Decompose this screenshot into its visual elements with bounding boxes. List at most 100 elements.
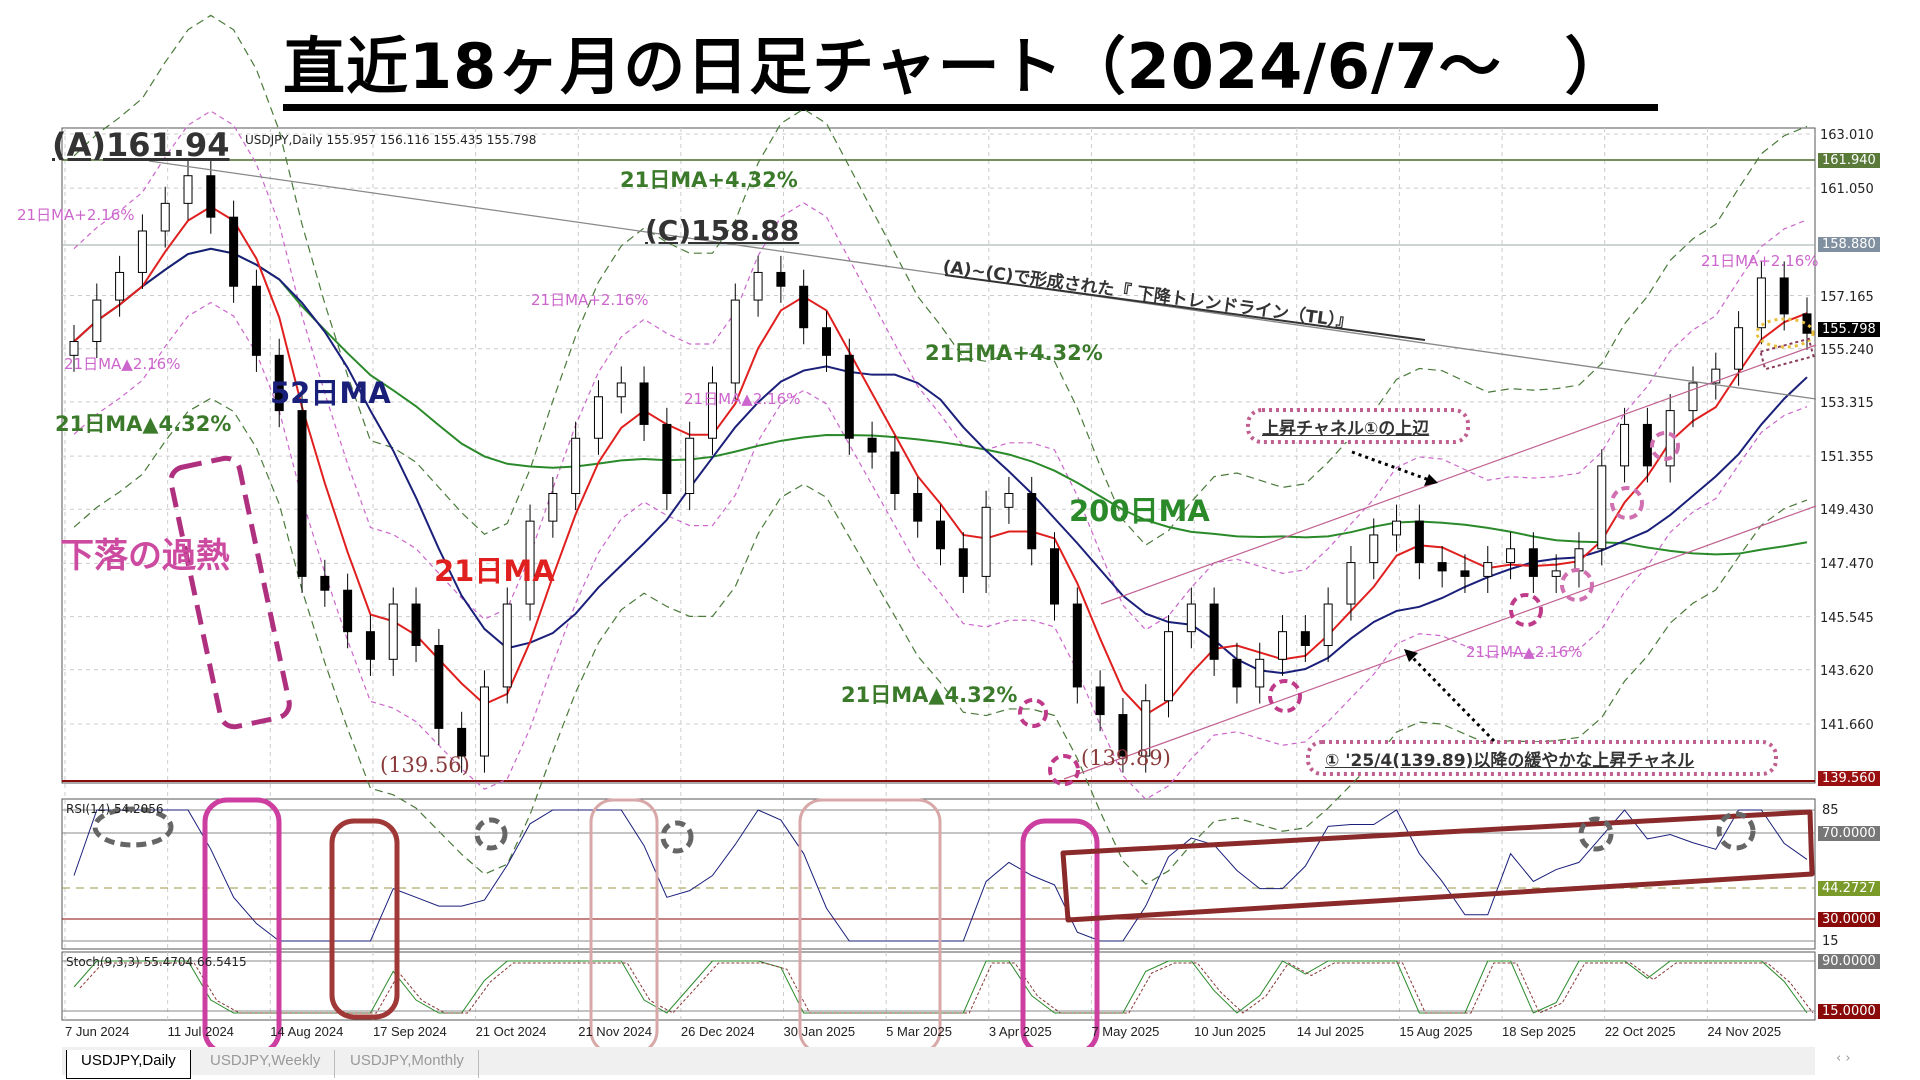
candle-body [1779,277,1789,315]
candle-body [1414,520,1424,564]
rsi-highlight-5 [1020,818,1100,1056]
candle-body [434,644,444,729]
candle-body [1756,277,1766,329]
candle-body [1483,562,1493,577]
y-tick: 147.470 [1820,557,1874,573]
x-tick: 15 Aug 2025 [1399,1024,1473,1039]
rsi-peak-mark [1578,816,1614,852]
y-tick: 163.010 [1820,128,1874,143]
candle-body [890,451,900,495]
rsi-peak-mark [474,817,508,851]
y-tick: 151.355 [1820,450,1874,466]
x-tick: 18 Sep 2025 [1502,1024,1576,1039]
candle-body [1323,603,1333,646]
band-label: 21日MA▲2.16% [1466,643,1583,661]
candle-body [593,396,603,439]
candle-body [1141,700,1151,757]
candle-body [1186,603,1196,633]
band-label: 21日MA▲2.16% [684,390,801,408]
indicator-level: 70.0000 [1818,826,1880,841]
candle-body [502,603,512,688]
band-label: 21日MA▲4.32% [841,683,1018,707]
tab-weekly[interactable]: USDJPY,Weekly [196,1050,336,1078]
band-upper-4-32 [73,14,1808,546]
band-upper-2-16 [73,110,1808,631]
candle-body [388,603,398,660]
x-tick: 7 Jun 2024 [65,1024,130,1039]
channel-upper-label: 上昇チャネル①の上辺 [1262,419,1430,439]
rsi-peak-mark [1716,811,1756,851]
x-tick: 21 Nov 2024 [578,1024,652,1039]
stoch-label: Stoch(9,3,3) 55.4704 66.5415 [66,955,247,969]
candle-body [1164,631,1174,702]
indicator-level: 90.0000 [1818,954,1880,969]
candle-body [1460,570,1470,577]
indicator-level: 15.0000 [1818,1004,1880,1019]
candle-body [69,341,79,356]
candle-body [1004,493,1014,508]
candle-body [1528,548,1538,577]
candle-body [274,354,284,412]
candle-body [160,202,170,232]
scroll-arrows[interactable]: ‹ › [1836,1051,1851,1066]
x-tick: 7 May 2025 [1091,1024,1160,1039]
ma52-line [73,247,1808,675]
ma200-line [73,247,1808,556]
indicator-level: 15 [1818,934,1843,949]
candle-body [707,382,717,439]
candle-body [457,727,467,757]
ma21-line [73,205,1808,716]
arrow-to-upper [1351,450,1433,483]
trendline-underline [944,274,1426,341]
rsi-highlight-2 [329,818,400,1020]
rsi-rising-box [1060,809,1815,923]
candle-body [525,520,535,605]
stoch-signal-line [79,962,1814,1014]
label-low-2: (139.89) [1081,746,1171,770]
candle-body [1095,686,1105,716]
candle-body [1437,562,1447,572]
band-lower-4-32 [73,397,1808,885]
candle-body [206,175,216,218]
candle-body [1551,570,1561,577]
price-tag: 139.560 [1818,771,1880,786]
label-a-high: (A)161.94 [52,126,230,164]
candle-body [1369,534,1379,564]
candle-body [1118,714,1128,757]
arrow-head [1404,649,1418,662]
price-tag: 158.880 [1818,237,1880,253]
candle-body [844,354,854,439]
channel-label-box [1306,740,1778,776]
x-tick: 11 Jul 2024 [167,1024,234,1039]
candle-body [753,271,763,301]
y-tick: 153.315 [1820,395,1874,411]
tab-daily[interactable]: USDJPY,Daily [66,1050,191,1079]
candle-body [183,175,193,204]
x-tick: 30 Jan 2025 [783,1024,856,1039]
low-mark [1018,698,1048,728]
x-tick: 17 Sep 2024 [372,1024,447,1039]
indicator-level: 44.2727 [1818,881,1880,896]
candle-body [1255,658,1265,688]
y-tick: 157.165 [1820,289,1874,305]
candle-body [320,575,330,591]
candle-body [92,299,102,343]
candle-body [251,285,261,356]
candle-body [343,589,353,633]
candle-body [1027,493,1037,550]
candle-body [1346,562,1356,605]
candle-body [799,285,809,329]
tab-monthly[interactable]: USDJPY,Monthly [336,1050,479,1078]
candle-body [867,437,877,453]
rsi-highlight-1 [202,797,282,1056]
label-c-high: (C)158.88 [645,214,800,247]
y-tick: 161.050 [1820,182,1874,198]
candle-body [913,493,923,522]
candle-body [229,216,239,287]
candle-body [616,382,626,398]
candle-body [936,520,945,550]
candle-body [137,230,147,273]
x-tick: 21 Oct 2024 [475,1024,547,1039]
candle-body [548,493,558,522]
